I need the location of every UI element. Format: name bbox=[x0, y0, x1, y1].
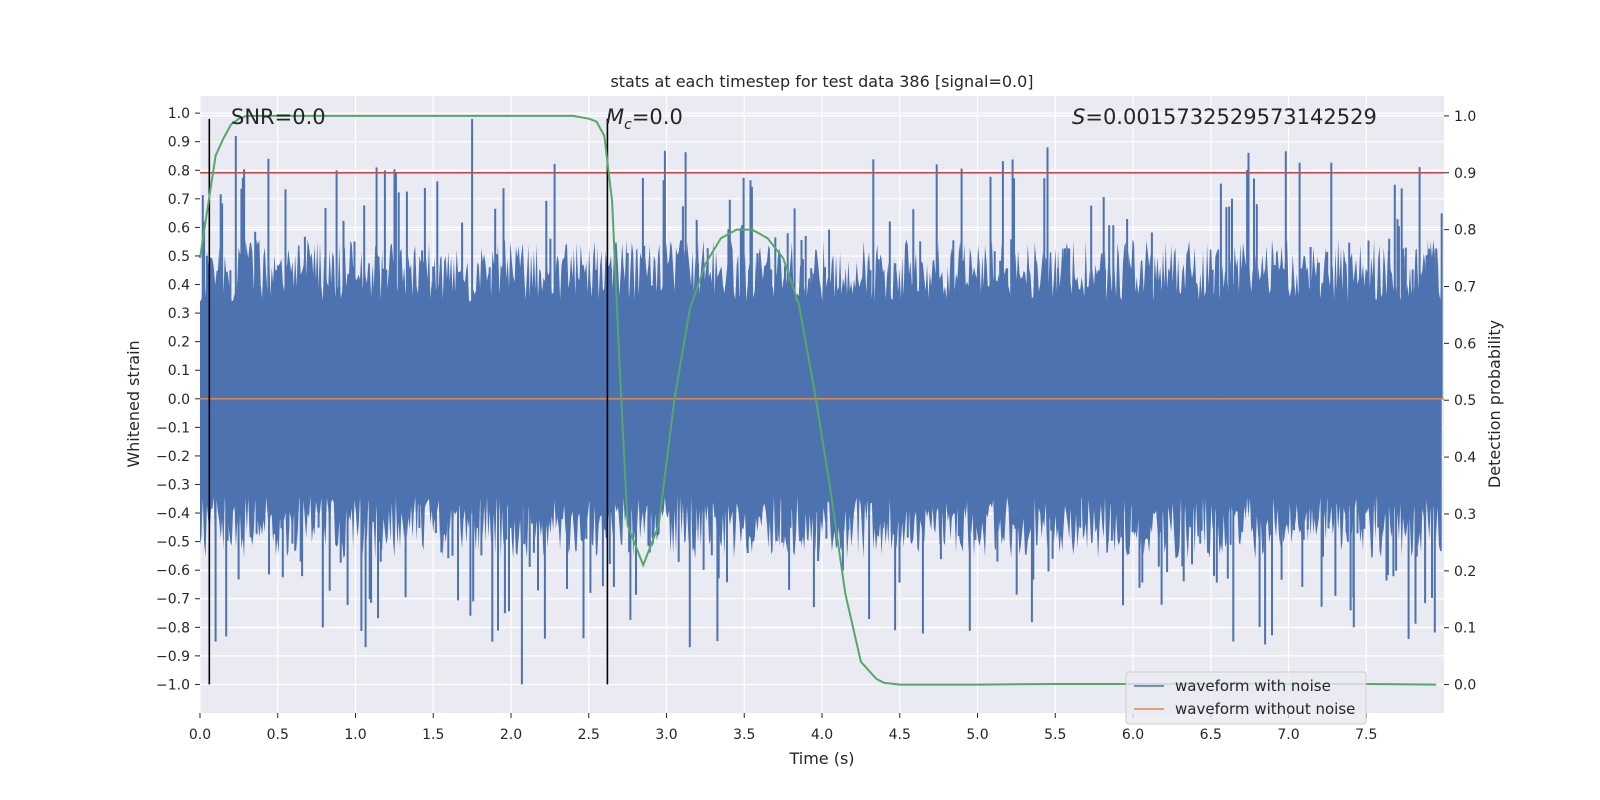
chirp-mass-annotation: Mc=0.0 bbox=[606, 105, 683, 133]
x-tick-label: 7.5 bbox=[1355, 727, 1377, 743]
x-tick-label: 2.0 bbox=[500, 727, 522, 743]
x-tick-label: 5.0 bbox=[966, 727, 988, 743]
y2-tick-label: 0.3 bbox=[1454, 507, 1476, 523]
x-tick-label: 1.0 bbox=[344, 727, 366, 743]
y2-tick-label: 0.5 bbox=[1454, 393, 1476, 409]
y-tick-label: −0.1 bbox=[156, 420, 190, 436]
y-tick-label: 0.2 bbox=[168, 335, 190, 351]
y-tick-label: −0.3 bbox=[156, 477, 190, 493]
y-tick-label: 0.4 bbox=[168, 278, 190, 294]
y-tick-label: 0.3 bbox=[168, 306, 190, 322]
y2-tick-label: 0.8 bbox=[1454, 223, 1476, 239]
y-tick-label: −0.9 bbox=[156, 649, 190, 665]
x-tick-label: 3.5 bbox=[733, 727, 755, 743]
x-tick-label: 0.0 bbox=[189, 727, 211, 743]
y2-tick-label: 1.0 bbox=[1454, 109, 1476, 125]
x-tick-label: 3.0 bbox=[655, 727, 677, 743]
y-tick-label: −0.8 bbox=[156, 620, 190, 636]
x-axis-label: Time (s) bbox=[788, 749, 854, 768]
y2-axis-ticks: 1.0 0.9 0.8 0.7 0.6 0.5 0.4 0.3 0.2 0.1 0.0 bbox=[1444, 109, 1476, 694]
legend-label-clean: waveform without noise bbox=[1175, 700, 1355, 718]
x-tick-label: 4.5 bbox=[889, 727, 911, 743]
legend: waveform with noise waveform without noi… bbox=[1125, 671, 1367, 725]
legend-label-noisy: waveform with noise bbox=[1175, 677, 1331, 695]
y2-tick-label: 0.4 bbox=[1454, 450, 1476, 466]
y-axis-label: Whitened strain bbox=[124, 340, 143, 467]
y-tick-label: 0.7 bbox=[168, 192, 190, 208]
x-axis-ticks: 0.0 0.5 1.0 1.5 2.0 2.5 3.0 3.5 4.0 4.5 5.0 5.5 6.0 6… bbox=[189, 713, 1377, 743]
y2-tick-label: 0.0 bbox=[1454, 678, 1476, 694]
x-tick-label: 4.0 bbox=[811, 727, 833, 743]
y-tick-label: 1.0 bbox=[168, 106, 190, 122]
y-tick-label: 0.5 bbox=[168, 249, 190, 265]
y2-tick-label: 0.2 bbox=[1454, 564, 1476, 580]
marker-lines bbox=[208, 118, 609, 685]
x-tick-label: 2.5 bbox=[578, 727, 600, 743]
y2-tick-label: 0.7 bbox=[1454, 280, 1476, 296]
x-tick-label: 5.5 bbox=[1044, 727, 1066, 743]
noise-spikes bbox=[201, 118, 1443, 685]
y-tick-label: 0.0 bbox=[168, 392, 190, 408]
x-tick-label: 0.5 bbox=[267, 727, 289, 743]
y2-axis-label: Detection probability bbox=[1485, 320, 1504, 488]
y-tick-label: 0.6 bbox=[168, 220, 190, 236]
y-tick-label: 0.1 bbox=[168, 363, 190, 379]
legend-box bbox=[1125, 671, 1367, 725]
y-tick-label: −0.7 bbox=[156, 592, 190, 608]
y-axis-ticks: 1.0 0.9 0.8 0.7 0.6 0.5 0.4 0.3 0.2 0.1 0.0 −0.1 −0.… bbox=[156, 106, 200, 693]
s-annotation: S=0.0015732529573142529 bbox=[1072, 105, 1377, 129]
y-tick-label: −0.2 bbox=[156, 449, 190, 465]
x-tick-label: 6.0 bbox=[1122, 727, 1144, 743]
x-tick-label: 6.5 bbox=[1200, 727, 1222, 743]
y-tick-label: 0.8 bbox=[168, 163, 190, 179]
y2-tick-label: 0.1 bbox=[1454, 621, 1476, 637]
y-tick-label: −0.4 bbox=[156, 506, 190, 522]
y-tick-label: −0.5 bbox=[156, 535, 190, 551]
detection-probability-line bbox=[199, 114, 1437, 686]
y2-tick-label: 0.6 bbox=[1454, 336, 1476, 352]
y-tick-label: 0.9 bbox=[168, 135, 190, 151]
y2-tick-label: 0.9 bbox=[1454, 166, 1476, 182]
x-tick-label: 7.0 bbox=[1277, 727, 1299, 743]
snr-annotation: SNR=0.0 bbox=[231, 105, 326, 129]
x-tick-label: 1.5 bbox=[422, 727, 444, 743]
chart-title: stats at each timestep for test data 386… bbox=[610, 72, 1033, 91]
y-tick-label: −0.6 bbox=[156, 563, 190, 579]
y-tick-label: −1.0 bbox=[156, 677, 190, 693]
